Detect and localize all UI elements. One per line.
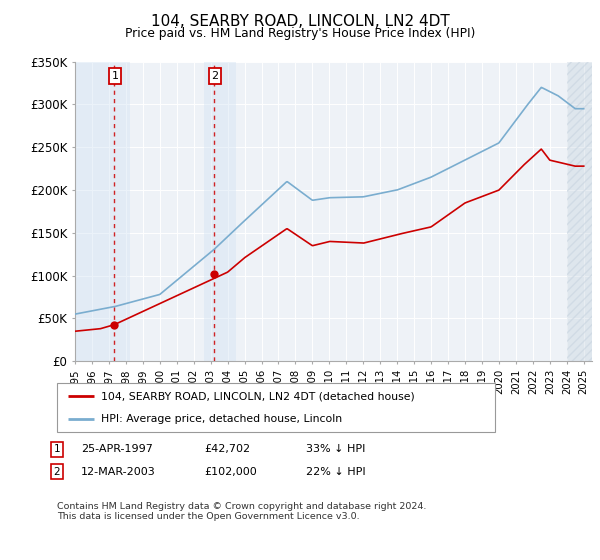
Text: 25-APR-1997: 25-APR-1997 (81, 444, 153, 454)
Text: 12-MAR-2003: 12-MAR-2003 (81, 466, 156, 477)
Text: 1: 1 (53, 444, 61, 454)
Text: £102,000: £102,000 (204, 466, 257, 477)
Text: 2: 2 (53, 466, 61, 477)
Text: 33% ↓ HPI: 33% ↓ HPI (306, 444, 365, 454)
Bar (567, 62, 592, 361)
Text: 22% ↓ HPI: 22% ↓ HPI (306, 466, 365, 477)
Bar (567, 62, 592, 361)
Text: 104, SEARBY ROAD, LINCOLN, LN2 4DT (detached house): 104, SEARBY ROAD, LINCOLN, LN2 4DT (deta… (101, 391, 415, 402)
Bar (567, 62, 592, 361)
Text: Price paid vs. HM Land Registry's House Price Index (HPI): Price paid vs. HM Land Registry's House … (125, 27, 475, 40)
Text: 1: 1 (112, 71, 119, 81)
Bar (75, 62, 130, 361)
Text: 2: 2 (212, 71, 218, 81)
Bar (204, 62, 236, 361)
Text: 104, SEARBY ROAD, LINCOLN, LN2 4DT: 104, SEARBY ROAD, LINCOLN, LN2 4DT (151, 14, 449, 29)
Text: Contains HM Land Registry data © Crown copyright and database right 2024.
This d: Contains HM Land Registry data © Crown c… (57, 502, 427, 521)
Text: £42,702: £42,702 (204, 444, 250, 454)
Text: HPI: Average price, detached house, Lincoln: HPI: Average price, detached house, Linc… (101, 414, 342, 424)
